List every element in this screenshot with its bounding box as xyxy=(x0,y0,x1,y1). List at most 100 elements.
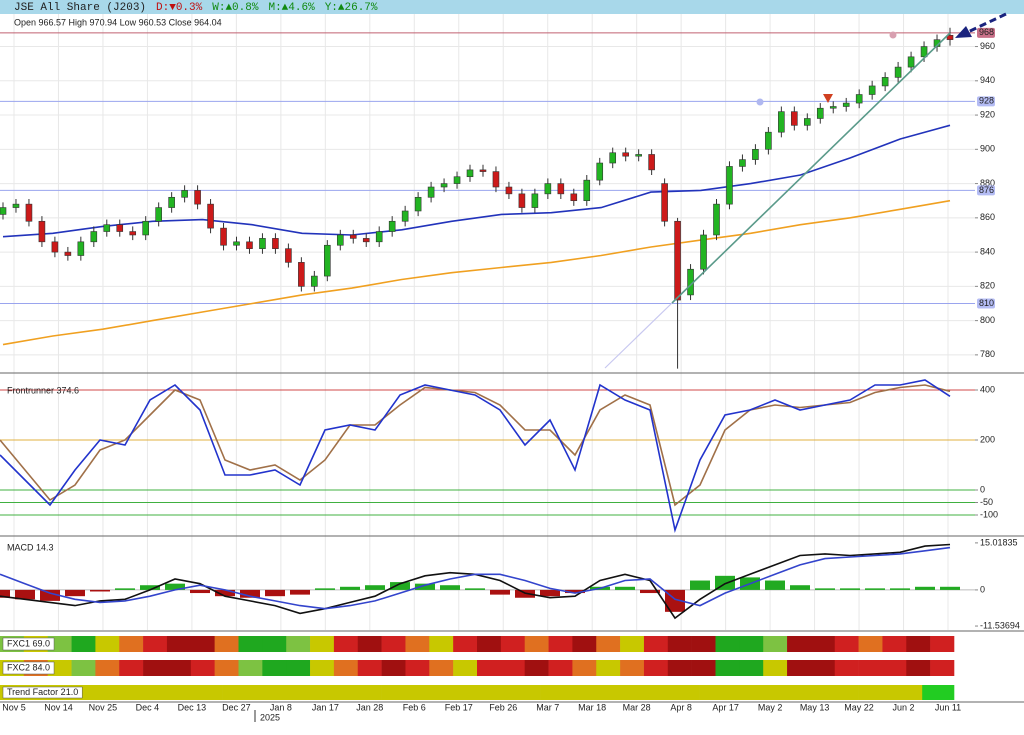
heat-cell xyxy=(238,660,263,676)
level-label: 810 xyxy=(979,298,994,308)
candle-body xyxy=(505,186,513,195)
x-tick-label: Dec 4 xyxy=(136,702,160,712)
histogram-bar xyxy=(765,580,785,590)
histogram-bar xyxy=(915,586,935,590)
candle-body xyxy=(739,159,746,167)
heat-cell xyxy=(763,660,788,676)
x-tick-label: Apr 8 xyxy=(670,702,692,712)
heat-cell xyxy=(739,660,764,676)
candle-body xyxy=(544,183,552,195)
heat-cell xyxy=(882,660,907,676)
heat-cell xyxy=(413,685,446,700)
heat-cell xyxy=(548,636,573,652)
heat-cell xyxy=(381,636,406,652)
heat-cell xyxy=(858,636,883,652)
histogram-bar xyxy=(540,589,560,597)
heat-cell xyxy=(310,636,335,652)
y-tick-label: 900 xyxy=(980,144,995,154)
candle-body xyxy=(194,190,201,205)
heat-cell xyxy=(166,660,192,676)
candle-body xyxy=(648,154,655,171)
heat-cell xyxy=(795,685,828,700)
title-bar-text: JSE All Share (J203) D:▼0.3% W:▲0.8% M:▲4.6… xyxy=(14,2,378,14)
x-tick-label: Mar 18 xyxy=(578,702,606,712)
candle-body xyxy=(375,231,383,243)
heat-cell xyxy=(477,636,502,652)
x-tick-label: Apr 17 xyxy=(712,702,739,712)
candle-body xyxy=(349,234,357,239)
histogram-bar xyxy=(615,586,635,590)
heat-cell xyxy=(524,636,549,652)
y-tick-label: 0 xyxy=(980,484,985,494)
candle-body xyxy=(881,77,889,87)
heat-cell xyxy=(477,685,510,700)
y-tick-label: 0 xyxy=(980,584,985,594)
heat-cell xyxy=(731,685,764,700)
arrow-shaft xyxy=(967,12,1007,34)
candle-body xyxy=(752,149,759,160)
heat-cell xyxy=(333,660,359,676)
heat-cell xyxy=(620,660,645,676)
histogram-bar xyxy=(815,588,835,590)
candle-body xyxy=(868,85,876,95)
heat-cell xyxy=(572,685,605,700)
x-tick-label: Jan 28 xyxy=(356,702,383,712)
candle-body xyxy=(272,238,279,249)
heat-cell xyxy=(667,685,700,700)
trend-line xyxy=(671,32,951,304)
heat-cell xyxy=(930,636,955,652)
heat-cell xyxy=(643,660,669,676)
candle-body xyxy=(285,248,292,263)
heat-cell xyxy=(429,660,454,676)
y-tick-label: -11.53694 xyxy=(980,620,1020,630)
candle-body xyxy=(168,196,175,208)
heat-cell xyxy=(906,636,931,652)
heat-cell xyxy=(143,636,168,652)
candle-body xyxy=(401,210,409,222)
heat-cell xyxy=(405,660,430,676)
candle-body xyxy=(700,234,707,270)
heat-cell xyxy=(858,685,891,700)
heat-cell xyxy=(445,685,478,700)
oscillator-line xyxy=(0,379,951,533)
candle-body xyxy=(765,131,772,150)
candle-body xyxy=(842,102,850,107)
level-label-box xyxy=(977,185,995,196)
heat-cell xyxy=(238,636,263,652)
heat-cell xyxy=(596,636,621,652)
histogram-bar xyxy=(0,589,10,598)
heat-cell xyxy=(810,636,836,652)
histogram-bar xyxy=(215,589,235,597)
candle-body xyxy=(25,203,33,222)
histogram-bar xyxy=(465,588,485,590)
heat-cell xyxy=(381,685,414,700)
heat-cell xyxy=(286,685,319,700)
vertical-grid xyxy=(13,14,949,630)
histogram-bar xyxy=(290,589,310,595)
heat-cell xyxy=(333,636,359,652)
heat-cell xyxy=(572,660,597,676)
heat-cell xyxy=(190,685,223,700)
histogram-bar xyxy=(840,588,860,590)
candle-body xyxy=(38,220,46,243)
histogram-bar xyxy=(415,583,435,590)
candle-body xyxy=(674,220,681,301)
heat-cell xyxy=(604,685,637,700)
histogram-bar xyxy=(165,583,185,590)
heat-cell xyxy=(214,636,239,652)
histogram-bar xyxy=(940,586,960,590)
histogram-bar xyxy=(390,582,410,590)
candle-body xyxy=(259,238,266,249)
candle-body xyxy=(414,196,422,212)
candle-body xyxy=(557,183,565,195)
y-tick-label: -50 xyxy=(980,497,993,507)
candle-body xyxy=(855,94,863,104)
trend-line-extension xyxy=(604,302,673,369)
heat-cell xyxy=(381,660,406,676)
candle-body xyxy=(791,111,798,126)
heat-cell xyxy=(262,636,287,652)
candle-body xyxy=(829,106,837,109)
histogram-bar xyxy=(190,589,210,594)
y-tick-label: 800 xyxy=(980,315,995,325)
